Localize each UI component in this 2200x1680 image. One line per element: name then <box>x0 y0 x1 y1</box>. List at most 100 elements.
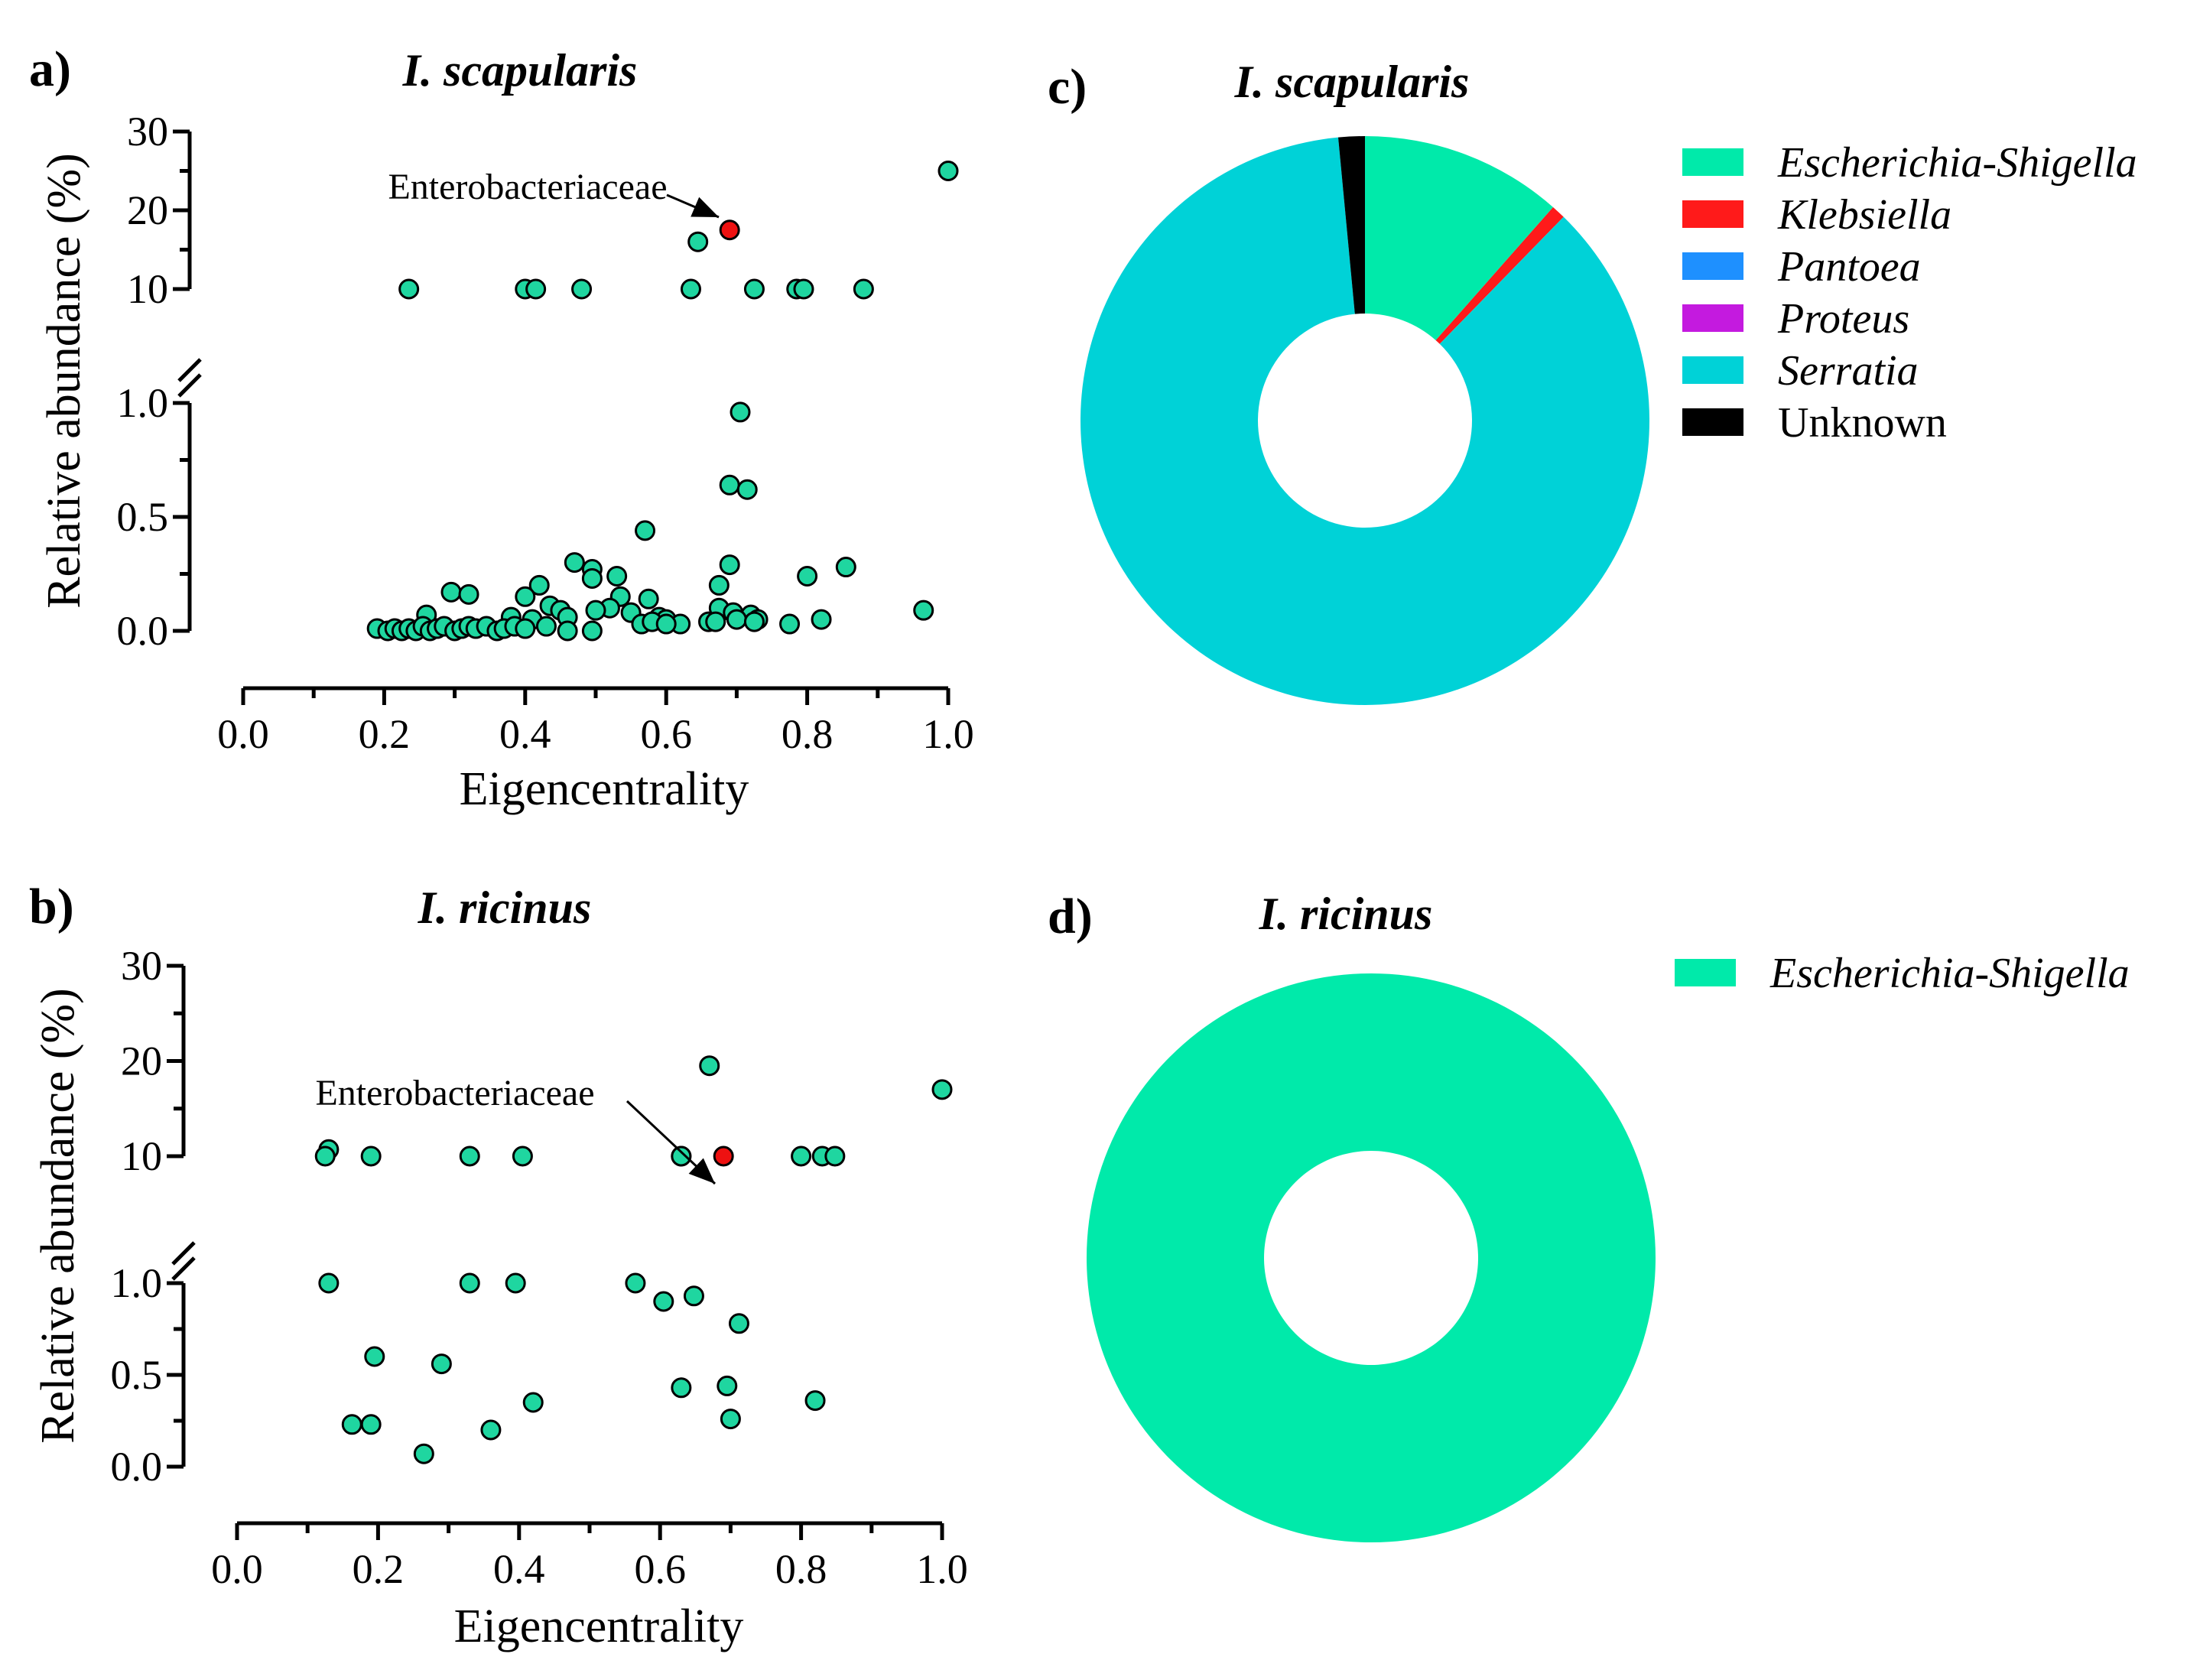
scatter-point <box>699 1055 720 1077</box>
y-tick-label: 30 <box>127 109 168 154</box>
legend-swatch-klebsiella <box>1682 200 1743 228</box>
y-tick-label: 20 <box>127 187 168 233</box>
legend-swatch-proteus <box>1682 304 1743 332</box>
scatter-point <box>671 1377 692 1399</box>
x-tick-label: 0.4 <box>493 1546 545 1592</box>
scatter-point <box>938 161 959 181</box>
y-tick-label: 0.0 <box>111 1444 163 1490</box>
legend-swatch-unknown <box>1682 408 1743 436</box>
legend-label-serratia: Serratia <box>1778 347 1919 395</box>
scatter-point <box>431 1353 452 1375</box>
legend-label-unknown: Unknown <box>1778 399 1947 447</box>
scatter-point <box>717 1375 738 1396</box>
scatter-point <box>719 474 740 496</box>
panel-d-label: d) <box>1048 889 1093 944</box>
y-tick-label: 30 <box>121 943 162 989</box>
panel-b-axes: 0.0 0.2 0.4 0.6 0.8 1.0 0.0 0.5 1.0 10 20 30 <box>111 943 968 1592</box>
y-tick-label: 20 <box>121 1038 162 1084</box>
panel-b-points <box>314 1055 953 1464</box>
panel-c-label: c) <box>1048 59 1087 115</box>
donut-slice-escherichia-shigella <box>1086 973 1656 1542</box>
scatter-point <box>683 1285 704 1307</box>
scatter-point <box>635 520 656 541</box>
panel-b-y-axis-title: Relative abundance (%) <box>32 988 84 1444</box>
scatter-point <box>791 1145 812 1167</box>
scatter-point <box>398 278 420 300</box>
scatter-point <box>581 620 603 642</box>
panel-b-label: b) <box>29 879 74 934</box>
annotation-arrow-head <box>688 1158 715 1184</box>
panel-a-x-axis-title: Eigencentrality <box>460 763 749 815</box>
scatter-point <box>720 1409 741 1430</box>
scatter-point <box>655 613 677 635</box>
x-tick-label: 1.0 <box>916 1546 968 1592</box>
scatter-point <box>585 600 606 621</box>
scatter-point <box>743 278 765 300</box>
scatter-point <box>512 1145 533 1167</box>
x-tick-label: 0.2 <box>353 1546 405 1592</box>
panel-d-title: I. ricinus <box>1259 889 1433 939</box>
x-tick-label: 1.0 <box>922 711 974 757</box>
panel-d-slices <box>1086 973 1656 1542</box>
panel-b-title: I. ricinus <box>418 882 592 933</box>
y-tick-label: 10 <box>127 266 168 312</box>
scatter-point <box>571 278 593 300</box>
y-tick-label: 1.0 <box>111 1260 163 1306</box>
scatter-point <box>459 1272 480 1294</box>
panel-b-scatter: b) I. ricinus 0.0 0.2 0.4 0.6 0.8 1.0 0.0 0.5 1.… <box>29 879 968 1652</box>
legend-label-pantoea: Pantoea <box>1777 243 1921 291</box>
panel-c-title: I. scapularis <box>1234 57 1470 107</box>
legend-label-escherichia-shigella: Escherichia-Shigella <box>1769 950 2130 997</box>
scatter-point <box>522 1392 544 1413</box>
scatter-point <box>835 557 856 578</box>
scatter-point <box>557 620 578 642</box>
x-tick-label: 0.4 <box>499 711 551 757</box>
legend-swatch-pantoea <box>1682 252 1743 280</box>
scatter-point <box>525 278 547 300</box>
donut-slice-escherichia-shigella <box>1365 136 1554 340</box>
scatter-point <box>505 1272 526 1294</box>
y-tick-label: 10 <box>121 1133 162 1179</box>
scatter-point <box>413 1443 434 1464</box>
scatter-point <box>853 278 874 300</box>
scatter-point <box>726 609 747 630</box>
legend-label-proteus: Proteus <box>1777 295 1909 343</box>
y-tick-label: 0.0 <box>117 608 169 654</box>
scatter-point <box>797 565 818 587</box>
scatter-point <box>779 613 801 635</box>
panel-c-legend: Escherichia-ShigellaKlebsiellaPantoeaPro… <box>1682 139 2137 447</box>
panel-a-annotation: Enterobacteriaceae <box>388 167 667 207</box>
scatter-point <box>515 618 536 639</box>
scatter-point <box>314 1145 336 1167</box>
panel-a-axes: 0.0 0.2 0.4 0.6 0.8 1.0 0.0 0.5 1.0 10 20 30 <box>117 109 974 757</box>
scatter-point <box>653 1291 674 1312</box>
scatter-point <box>581 567 603 589</box>
panel-a-y-axis-title: Relative abundance (%) <box>38 153 90 609</box>
scatter-point <box>931 1079 953 1100</box>
scatter-point <box>360 1414 382 1435</box>
scatter-point <box>341 1414 362 1435</box>
scatter-point <box>705 611 726 632</box>
scatter-point <box>671 1145 692 1167</box>
scatter-point <box>728 1313 749 1334</box>
annotation-arrow-head <box>691 197 719 217</box>
panel-c-donut: c) I. scapularis Escherichia-ShigellaKle… <box>1048 57 2137 706</box>
x-tick-label: 0.0 <box>211 1546 263 1592</box>
scatter-point <box>440 581 462 603</box>
scatter-point <box>687 231 709 252</box>
x-tick-label: 0.0 <box>217 711 269 757</box>
scatter-point <box>480 1419 502 1441</box>
scatter-point <box>360 1145 382 1167</box>
legend-label-klebsiella: Klebsiella <box>1777 191 1951 239</box>
scatter-point <box>804 1390 826 1412</box>
scatter-point <box>736 479 758 500</box>
scatter-point <box>719 554 740 576</box>
panel-b-annotation: Enterobacteriaceae <box>315 1073 594 1113</box>
panel-b-x-axis-title: Eigencentrality <box>454 1600 744 1652</box>
panel-d-legend: Escherichia-Shigella <box>1675 950 2130 997</box>
scatter-point <box>364 1346 385 1367</box>
scatter-point <box>638 588 659 609</box>
x-tick-label: 0.6 <box>634 1546 686 1592</box>
